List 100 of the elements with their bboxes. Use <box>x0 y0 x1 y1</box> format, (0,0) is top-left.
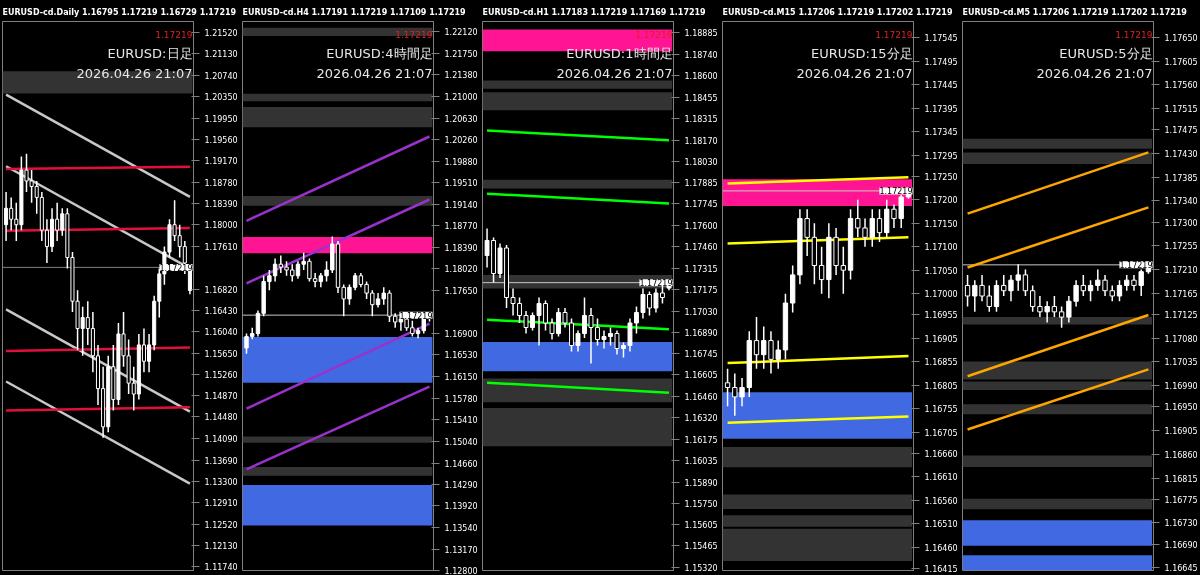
y-tick-label: 1.17030 <box>684 307 718 317</box>
candlestick <box>1080 274 1086 297</box>
chart-title: EURUSD-cd.Daily 1.16795 1.17219 1.16729 1.17219 <box>2 7 237 17</box>
y-tick-label: 1.16950 <box>1164 403 1198 413</box>
ref-line-label: 1.17219 <box>639 279 673 289</box>
y-tick-label: 1.20740 <box>204 71 238 81</box>
annotation: EURUSD:5分足 <box>1059 45 1153 61</box>
candlestick <box>993 279 1000 313</box>
y-tick-label: 1.17650 <box>444 286 478 296</box>
y-tick-label: 1.21750 <box>444 49 478 59</box>
y-tick-label: 1.16150 <box>444 373 478 383</box>
annotation: 1.17219 <box>1115 29 1153 40</box>
y-tick-label: 1.17605 <box>1164 57 1198 67</box>
y-tick-label: 1.16530 <box>444 351 478 361</box>
y-tick-label: 1.16905 <box>1164 427 1198 437</box>
y-tick-label: 1.16755 <box>924 405 958 415</box>
annotation: 1.17219 <box>155 29 193 40</box>
y-tick-label: 1.18740 <box>684 51 718 60</box>
y-tick-label: 1.17460 <box>684 243 718 252</box>
y-tick-label: 1.22120 <box>444 28 478 38</box>
candlestick <box>876 208 883 243</box>
y-tick-label: 1.17000 <box>924 290 958 300</box>
y-tick-label: 1.16610 <box>924 473 958 483</box>
candlestick <box>1015 263 1021 292</box>
y-tick-label: 1.15260 <box>204 370 238 380</box>
y-tick-label: 1.18455 <box>684 93 718 103</box>
y-tick-label: 1.17295 <box>924 151 958 161</box>
ref-line-label: 1.17219 <box>399 311 433 321</box>
y-tick-label: 1.15605 <box>684 521 718 531</box>
y-tick-label: 1.18780 <box>204 178 238 188</box>
y-tick-label: 1.19950 <box>204 114 238 124</box>
y-tick-label: 1.17475 <box>1164 126 1198 136</box>
y-tick-label: 1.16040 <box>204 328 238 338</box>
annotation: 2026.04.26 21:07 <box>316 65 433 81</box>
y-tick-label: 1.17430 <box>1164 149 1198 159</box>
y-tick-label: 1.18770 <box>444 222 478 231</box>
y-tick-label: 1.15040 <box>444 437 478 447</box>
y-tick-label: 1.16775 <box>1164 495 1198 505</box>
y-tick-label: 1.17255 <box>1164 242 1198 252</box>
y-tick-label: 1.17200 <box>924 196 958 206</box>
y-tick-label: 1.13690 <box>204 456 238 466</box>
y-tick-label: 1.16805 <box>924 381 958 391</box>
y-tick-label: 1.16415 <box>924 564 958 574</box>
chart-title: EURUSD-cd.M15 1.17206 1.17219 1.17202 1.17219 <box>722 7 953 17</box>
annotation: EURUSD:4時間足 <box>326 45 433 61</box>
y-tick-label: 1.16605 <box>684 371 718 381</box>
y-tick-label: 1.20260 <box>444 135 478 145</box>
y-tick-label: 1.16175 <box>684 435 718 445</box>
y-tick-label: 1.17035 <box>1164 358 1198 368</box>
y-tick-label: 1.17050 <box>924 266 958 276</box>
y-tick-label: 1.18315 <box>684 114 718 124</box>
y-tick-label: 1.16430 <box>204 306 238 316</box>
y-tick-label: 1.16690 <box>1164 540 1198 550</box>
y-tick-label: 1.17175 <box>684 285 718 295</box>
y-tick-label: 1.15410 <box>444 416 478 426</box>
y-tick-label: 1.17745 <box>684 200 718 210</box>
annotation: 1.17219 <box>635 29 673 40</box>
y-tick-label: 1.17125 <box>1164 310 1198 320</box>
annotation: 2026.04.26 21:07 <box>556 65 673 81</box>
y-tick-label: 1.16645 <box>1164 564 1198 574</box>
y-tick-label: 1.20350 <box>204 92 238 102</box>
y-tick-label: 1.14480 <box>204 413 238 423</box>
y-tick-label: 1.16955 <box>924 311 958 321</box>
y-tick-label: 1.16660 <box>924 449 958 459</box>
y-tick-label: 1.17395 <box>924 104 958 114</box>
annotation: 1.17219 <box>875 29 913 40</box>
y-tick-label: 1.21520 <box>204 28 238 38</box>
y-tick-label: 1.17250 <box>924 172 958 182</box>
y-tick-label: 1.12520 <box>204 520 238 530</box>
y-tick-label: 1.17610 <box>204 242 238 252</box>
candlestick <box>855 199 861 239</box>
y-tick-label: 1.15320 <box>684 564 718 573</box>
y-tick-label: 1.18390 <box>444 243 478 253</box>
ref-line-label: 1.17219 <box>159 263 193 273</box>
y-tick-label: 1.17495 <box>924 57 958 67</box>
candlestick <box>1030 284 1036 313</box>
y-tick-label: 1.18000 <box>204 221 238 231</box>
chart-title: EURUSD-cd.H4 1.17191 1.17219 1.17109 1.17219 <box>242 7 467 17</box>
y-tick-label: 1.12130 <box>204 541 238 551</box>
y-tick-label: 1.14870 <box>204 392 238 402</box>
y-tick-label: 1.17315 <box>684 264 718 274</box>
candlestick <box>818 245 825 295</box>
candlestick <box>986 284 992 313</box>
y-tick-label: 1.18020 <box>444 265 478 275</box>
y-tick-label: 1.18885 <box>684 29 718 39</box>
y-tick-label: 1.18030 <box>684 157 718 167</box>
y-tick-label: 1.14660 <box>444 459 478 469</box>
chart-title: EURUSD-cd.M5 1.17206 1.17219 1.17202 1.17219 <box>962 7 1188 17</box>
y-tick-label: 1.17560 <box>1164 81 1198 91</box>
y-tick-label: 1.17300 <box>1164 218 1198 228</box>
y-tick-label: 1.17545 <box>924 34 958 44</box>
y-tick-label: 1.13300 <box>204 477 238 487</box>
y-tick-label: 1.16510 <box>924 520 958 530</box>
y-tick-label: 1.21130 <box>204 50 238 60</box>
y-tick-label: 1.18600 <box>684 72 718 81</box>
y-tick-label: 1.16560 <box>924 496 958 506</box>
y-tick-label: 1.17345 <box>924 128 958 138</box>
y-tick-label: 1.18170 <box>684 136 718 146</box>
y-tick-label: 1.17885 <box>684 179 718 189</box>
y-tick-label: 1.19880 <box>444 157 478 167</box>
